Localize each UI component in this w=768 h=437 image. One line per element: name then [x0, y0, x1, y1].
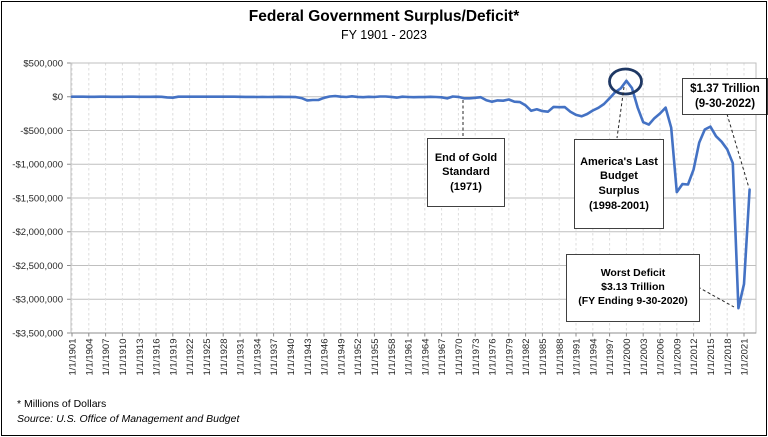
x-tick-label: 1/1/1997 [605, 339, 616, 376]
x-tick-label: 1/1/1970 [454, 339, 465, 376]
x-tick-label: 1/1/1964 [420, 339, 431, 376]
x-tick-label: 1/1/1916 [152, 339, 163, 376]
x-tick-label: 1/1/1928 [219, 339, 230, 376]
x-tick-label: 1/1/1982 [521, 339, 532, 376]
x-tick-label: 1/1/1925 [202, 339, 213, 376]
annotation-connector [726, 113, 750, 189]
annotation-end-of-gold-standard: End of Gold Standard (1971) [427, 138, 505, 207]
x-tick-label: 1/1/1979 [504, 339, 515, 376]
x-tick-label: 1/1/1931 [236, 339, 247, 376]
x-tick-label: 1/1/1943 [303, 339, 314, 376]
chart-subtitle: FY 1901 - 2023 [341, 28, 427, 42]
x-tick-label: 1/1/1955 [370, 339, 381, 376]
x-tick-label: 1/1/1961 [404, 339, 415, 376]
x-tick-label: 1/1/2015 [706, 339, 717, 376]
x-tick-label: 1/1/1922 [185, 339, 196, 376]
x-tick-label: 1/1/2003 [639, 339, 650, 376]
x-tick-label: 1/1/2021 [740, 339, 751, 376]
y-tick-label: -$3,500,000 [12, 328, 63, 339]
x-tick-label: 1/1/1967 [437, 339, 448, 376]
annotation-last-budget-surplus: America's Last Budget Surplus (1998-2001… [574, 139, 664, 229]
x-tick-label: 1/1/2018 [723, 339, 734, 376]
x-tick-label: 1/1/1952 [353, 339, 364, 376]
y-tick-label: -$2,500,000 [12, 261, 63, 272]
x-tick-label: 1/1/1988 [555, 339, 566, 376]
x-tick-label: 1/1/1937 [269, 339, 280, 376]
y-tick-label: -$1,500,000 [12, 193, 63, 204]
annotation-1-37-trillion: $1.37 Trillion (9-30-2022) [682, 78, 768, 115]
x-tick-label: 1/1/1910 [118, 339, 129, 376]
x-tick-label: 1/1/1946 [320, 339, 331, 376]
x-tick-label: 1/1/2012 [689, 339, 700, 376]
x-tick-label: 1/1/1976 [488, 338, 499, 375]
y-tick-label: -$2,000,000 [12, 227, 63, 238]
x-tick-label: 1/1/1991 [572, 339, 583, 376]
y-tick-label: -$3,000,000 [12, 295, 63, 306]
x-tick-label: 1/1/1913 [135, 339, 146, 376]
source-note: Source: U.S. Office of Management and Bu… [17, 413, 240, 425]
x-tick-label: 1/1/1901 [68, 339, 79, 376]
y-tick-label: $0 [52, 92, 63, 103]
surplus-deficit-line [70, 79, 751, 310]
x-tick-label: 1/1/1958 [387, 339, 398, 376]
x-tick-label: 1/1/1919 [168, 339, 179, 376]
chart-title: Federal Government Surplus/Deficit* [248, 8, 520, 25]
x-tick-label: 1/1/2006 [656, 339, 667, 376]
y-tick-label: -$1,000,000 [12, 160, 63, 171]
x-tick-label: 1/1/1940 [286, 339, 297, 376]
x-tick-label: 1/1/1949 [336, 339, 347, 376]
x-tick-label: 1/1/1985 [538, 339, 549, 376]
y-tick-label: -$500,000 [20, 126, 63, 137]
surplus-highlight-ellipse [608, 67, 643, 96]
annotation-connector [697, 286, 735, 308]
x-tick-label: 1/1/1934 [252, 339, 263, 376]
x-tick-label: 1/1/1904 [84, 339, 95, 376]
x-tick-label: 1/1/1973 [471, 339, 482, 376]
x-tick-label: 1/1/2000 [622, 339, 633, 376]
annotation-worst-deficit: Worst Deficit $3.13 Trillion (FY Ending … [566, 254, 700, 322]
x-tick-label: 1/1/1994 [588, 339, 599, 376]
footnote-millions-of-dollars: * Millions of Dollars [17, 398, 107, 410]
y-tick-label: $500,000 [23, 58, 63, 69]
x-tick-label: 1/1/1907 [101, 339, 112, 376]
x-tick-label: 1/1/2009 [672, 339, 683, 376]
